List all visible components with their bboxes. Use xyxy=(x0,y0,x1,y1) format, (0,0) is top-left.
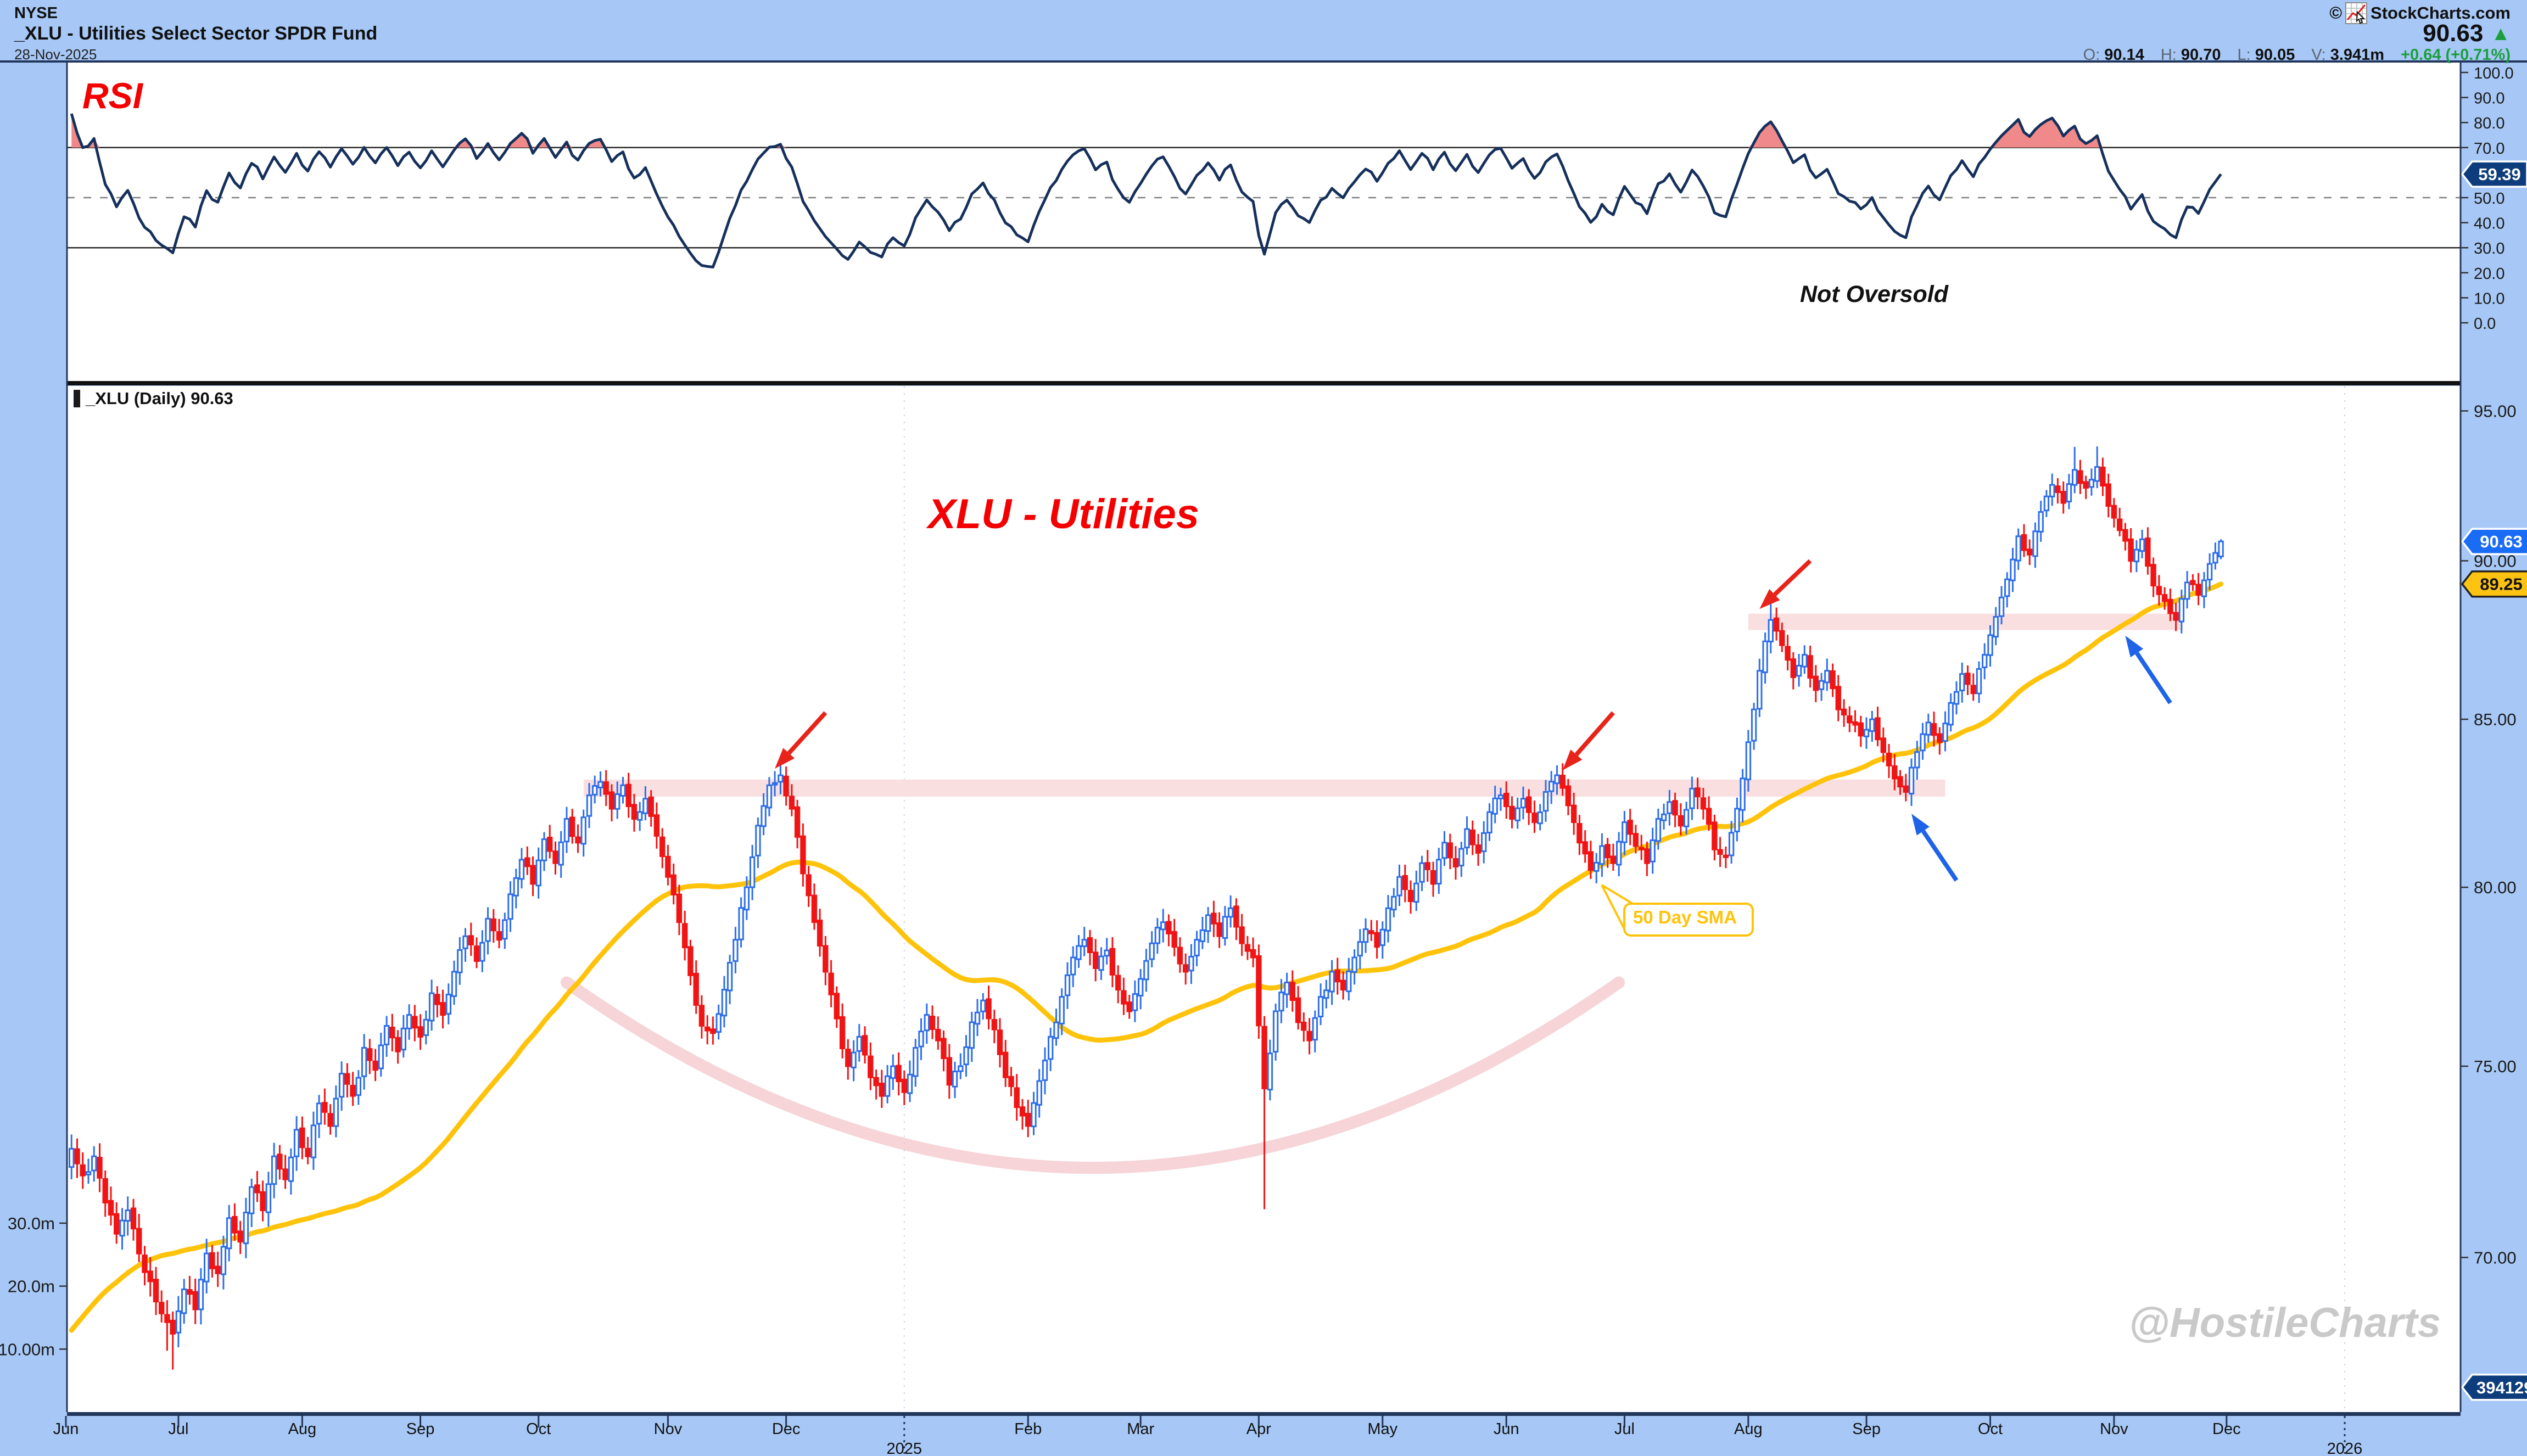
rounding-bottom-arc xyxy=(560,976,1625,1174)
price-axis-tick-label: 80.00 xyxy=(2474,878,2517,897)
x-axis-year-label: 2026 xyxy=(2327,1440,2363,1456)
x-axis-month-label: Jul xyxy=(1614,1420,1635,1438)
up-triangle-icon: ▲ xyxy=(2491,22,2511,44)
volume-axis-tick-label: 20.0m xyxy=(8,1277,55,1296)
x-axis-month-label: Jun xyxy=(53,1420,79,1438)
rsi-axis-tick-label: 90.0 xyxy=(2474,90,2504,108)
volume-label: V: xyxy=(2311,46,2326,64)
price-axis-tick-label: 75.00 xyxy=(2474,1057,2517,1076)
x-axis-month-label: Dec xyxy=(772,1420,801,1438)
x-axis-month-label: Oct xyxy=(1978,1420,2003,1438)
x-axis: Jun Jul Aug Sep Oct Nov Dec 2025 Feb Mar Apr May Jun… xyxy=(53,1416,2363,1456)
price-axis-tick-label: 85.00 xyxy=(2474,710,2517,729)
low-label: L: xyxy=(2237,46,2251,64)
rsi-axis-tick-label: 30.0 xyxy=(2474,240,2504,257)
svg-text:3941293.00: 3941293.00 xyxy=(2476,1378,2527,1397)
rsi-axis-tick-label: 10.0 xyxy=(2474,290,2504,307)
blue-arrows xyxy=(1911,635,2172,882)
rsi-axis-tick-label: 40.0 xyxy=(2474,215,2504,233)
volume-axis-tick-label: 10.00m xyxy=(0,1340,55,1359)
volume-axis: 30.0m 20.0m 10.00m xyxy=(0,1214,67,1359)
candlesticks xyxy=(69,446,2224,1370)
x-axis-month-label: May xyxy=(1367,1420,1397,1438)
copyright-text: StockCharts.com xyxy=(2371,3,2511,23)
price-legend: _XLU (Daily) 90.63 xyxy=(74,389,233,408)
x-axis-month-label: Aug xyxy=(1734,1420,1763,1438)
svg-text:90.63: 90.63 xyxy=(2480,532,2523,551)
rsi-overbought-fill xyxy=(71,114,2221,148)
x-axis-month-label: Dec xyxy=(2212,1420,2241,1438)
x-axis-month-label: Oct xyxy=(526,1420,551,1438)
red-arrows xyxy=(775,559,1812,770)
x-axis-month-label: Feb xyxy=(1014,1420,1042,1438)
rsi-axis-tick-label: 70.0 xyxy=(2474,140,2504,158)
x-axis-year-label: 2025 xyxy=(887,1440,923,1456)
high-value: 90.70 xyxy=(2181,46,2221,64)
price-axis: 95.0090.0085.0080.0075.0070.0090.6389.25… xyxy=(2461,401,2527,1401)
rsi-axis-tick-label: 50.0 xyxy=(2474,190,2504,208)
svg-text:59.39: 59.39 xyxy=(2478,165,2521,184)
copyright: © StockCharts.com xyxy=(2329,2,2511,24)
x-axis-month-label: Sep xyxy=(406,1420,435,1438)
x-axis-month-label: Mar xyxy=(1127,1420,1154,1438)
chart-date: 28-Nov-2025 xyxy=(14,46,97,63)
stockcharts-logo-icon xyxy=(2345,2,2368,24)
x-axis-month-label: Nov xyxy=(2100,1420,2128,1438)
axis-badge xyxy=(2461,160,2527,188)
x-axis-month-label: Jun xyxy=(1494,1420,1519,1438)
chart-title-annotation: XLU - Utilities xyxy=(928,491,1200,537)
rsi-pane: 100.0 90.0 80.0 70.0 50.0 40.0 30.0 20.0 10.0 0.0… xyxy=(67,65,2527,333)
ohlcv-row: O: 90.14 H: 90.70 L: 90.05 V: 3.941m +0.… xyxy=(2083,46,2511,64)
rsi-indicator-label: RSI xyxy=(82,75,143,116)
axis-badge xyxy=(2461,570,2527,598)
legend-text: _XLU (Daily) 90.63 xyxy=(86,389,233,408)
symbol-title: _XLU - Utilities Select Sector SPDR Fund xyxy=(14,23,378,44)
volume-axis-tick-label: 30.0m xyxy=(8,1214,55,1233)
sma-50-line xyxy=(69,581,2224,1333)
x-axis-month-label: Jul xyxy=(168,1420,188,1438)
svg-text:89.25: 89.25 xyxy=(2480,575,2523,594)
open-value: 90.14 xyxy=(2104,46,2144,64)
exchange-label: NYSE xyxy=(14,4,58,22)
rsi-axis-tick-label: 80.0 xyxy=(2474,115,2504,132)
volume-value: 3.941m xyxy=(2330,46,2385,64)
x-axis-month-label: Nov xyxy=(654,1420,683,1438)
rsi-line xyxy=(70,113,2222,268)
rsi-not-oversold-annotation: Not Oversold xyxy=(1800,281,1948,307)
change-value: +0.64 (+0.71%) xyxy=(2401,46,2511,64)
rsi-axis-tick-label: 20.0 xyxy=(2474,265,2504,283)
last-price-row: 90.63 ▲ xyxy=(2423,20,2511,47)
watermark: @HostileCharts xyxy=(2128,1300,2441,1346)
open-label: O: xyxy=(2083,46,2100,64)
rsi-axis-tick-label: 0.0 xyxy=(2474,315,2496,333)
axis-badge xyxy=(2461,1374,2527,1401)
copyright-symbol: © xyxy=(2329,3,2342,23)
pane-backgrounds xyxy=(67,62,2461,1412)
legend-candle-swatch-icon xyxy=(74,390,80,407)
support-resistance-bands xyxy=(583,613,2182,797)
price-axis-tick-label: 95.00 xyxy=(2474,401,2517,421)
sma-callout-label: 50 Day SMA xyxy=(1623,903,1754,937)
rsi-axis-tick-label: 100.0 xyxy=(2474,65,2514,82)
price-axis-tick-label: 70.00 xyxy=(2474,1248,2517,1267)
low-value: 90.05 xyxy=(2255,46,2295,64)
x-axis-month-label: Apr xyxy=(1246,1420,1271,1438)
axis-badge xyxy=(2461,528,2527,555)
high-label: H: xyxy=(2160,46,2177,64)
x-axis-month-label: Sep xyxy=(1852,1420,1881,1438)
pane-borders xyxy=(0,60,2527,1416)
x-axis-month-label: Aug xyxy=(288,1420,317,1438)
last-price-value: 90.63 xyxy=(2423,20,2484,47)
